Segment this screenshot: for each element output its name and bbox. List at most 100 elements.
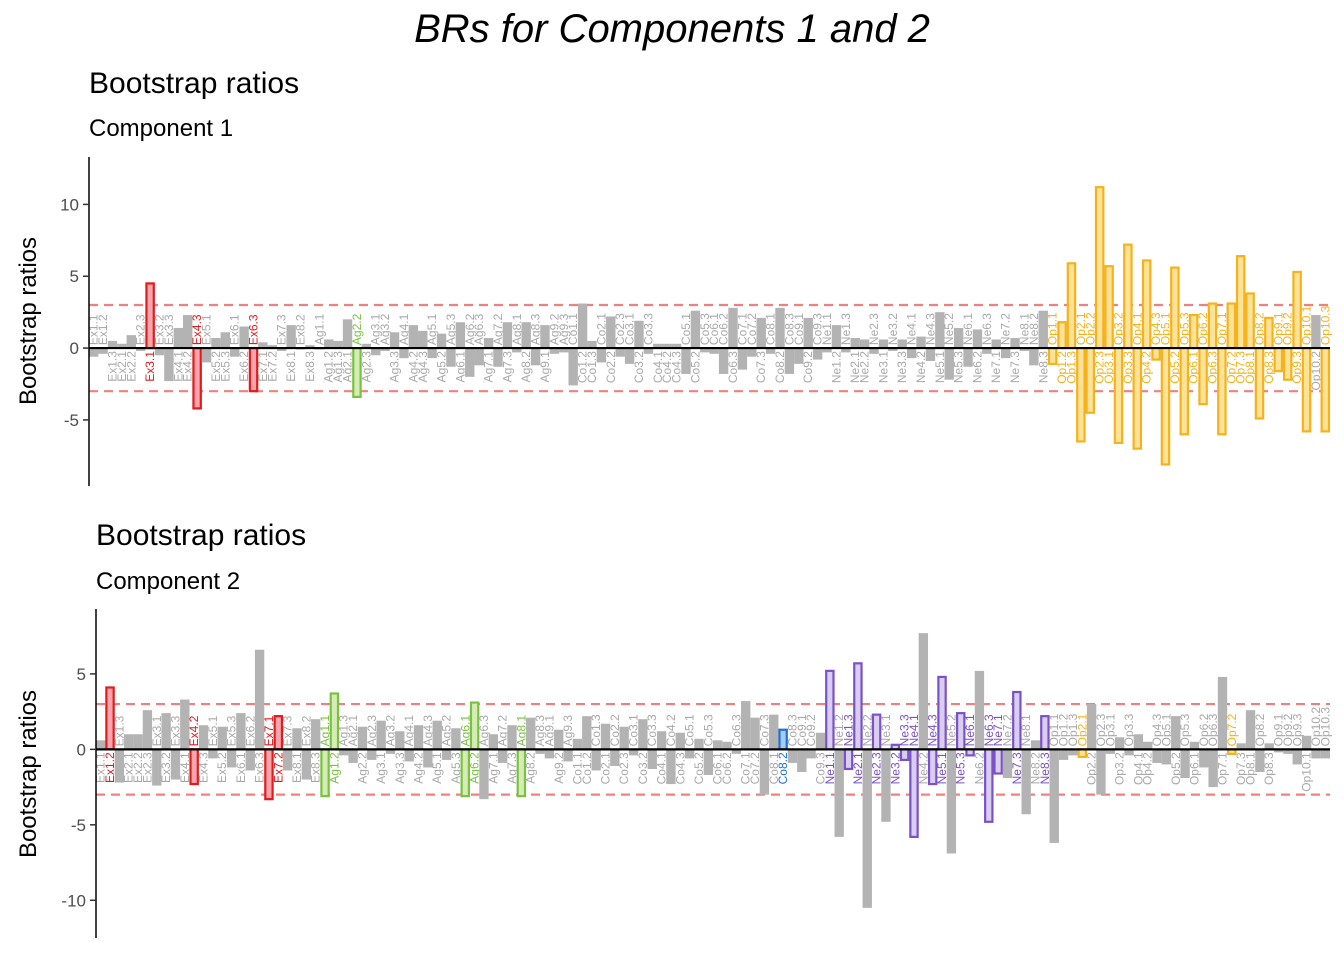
bar-ag4-1 bbox=[399, 348, 409, 359]
bar-co8-1 bbox=[769, 714, 779, 750]
bar-label: Ne7.2 bbox=[999, 313, 1013, 345]
bar-label: Op3.1 bbox=[1103, 713, 1117, 746]
bar-co1-3 bbox=[587, 340, 597, 349]
bar-ex8-1 bbox=[292, 728, 302, 750]
bar-ag8-1 bbox=[512, 348, 522, 353]
bar-co1-2 bbox=[582, 716, 592, 750]
bar-label: Co2.3 bbox=[617, 752, 631, 784]
bar-co7-2 bbox=[750, 717, 760, 750]
bar-label: Ag3.3 bbox=[388, 351, 402, 383]
bar-label: Ex2.1 bbox=[115, 351, 129, 382]
bar-co4-1 bbox=[656, 731, 667, 750]
bar-ag5-1 bbox=[432, 720, 442, 750]
bar-ne4-1 bbox=[906, 348, 917, 359]
bar-ne2-1 bbox=[850, 338, 860, 349]
bar-label: Ag2.2 bbox=[355, 752, 369, 784]
bar-ag2-3 bbox=[367, 749, 377, 760]
bar-label: Ex1.1 bbox=[87, 314, 101, 345]
bar-label: Co7.1 bbox=[739, 752, 753, 784]
bar-label: Co3.2 bbox=[632, 351, 646, 383]
bar-ex6-1 bbox=[236, 713, 246, 750]
bar-co2-3 bbox=[619, 726, 629, 750]
bar-label: Ne8.1 bbox=[1017, 313, 1031, 345]
bar-op8-1 bbox=[1245, 710, 1256, 750]
bar-label: Ag8.2 bbox=[519, 351, 533, 383]
bar-label: Ne4.2 bbox=[914, 351, 928, 383]
y-tick-label: -5 bbox=[71, 816, 86, 835]
bar-co8-3 bbox=[784, 348, 795, 374]
bar-co4-3 bbox=[675, 732, 685, 750]
bar-op8-2 bbox=[1255, 749, 1265, 772]
bar-ag7-3 bbox=[507, 725, 517, 750]
bar-label: Ag6.1 bbox=[453, 351, 467, 383]
bar-ag1-3 bbox=[339, 749, 349, 756]
bar-label: Op4.1 bbox=[1131, 752, 1145, 785]
bar-label: Op6.1 bbox=[1187, 351, 1201, 384]
bar-label: Ag1.1 bbox=[312, 313, 326, 345]
bar-label: Op7.3 bbox=[1234, 351, 1248, 384]
bar-co6-3 bbox=[728, 307, 738, 349]
bar-label: Op8.2 bbox=[1253, 713, 1267, 746]
bar-ex8-3 bbox=[305, 345, 315, 349]
bar-op1-2 bbox=[1057, 321, 1067, 350]
bar-ag9-1 bbox=[544, 749, 555, 759]
bar-op6-2 bbox=[1199, 749, 1209, 768]
bar-label: Ex8.2 bbox=[299, 715, 313, 746]
bar-label: Op10.2 bbox=[1309, 707, 1323, 747]
bar-ne5-2 bbox=[944, 348, 954, 380]
bar-label: Ex2.2 bbox=[131, 752, 145, 783]
bar-label: Op4.2 bbox=[1141, 752, 1155, 785]
bar-ne1-3 bbox=[841, 348, 851, 353]
bar-label: Op8.1 bbox=[1243, 351, 1257, 384]
bar-ex4-2 bbox=[183, 315, 193, 349]
bar-op9-3 bbox=[1292, 749, 1302, 765]
bar-ag6-3 bbox=[474, 348, 484, 366]
bar-ag9-3 bbox=[559, 348, 569, 353]
bar-label: Ex5.1 bbox=[200, 314, 214, 345]
bar-label: Ex5.3 bbox=[218, 351, 232, 382]
bar-label: Op2.3 bbox=[1093, 351, 1107, 384]
bar-op2-1 bbox=[1076, 346, 1086, 443]
bar-co3-1 bbox=[628, 749, 639, 756]
bar-label: Ex7.3 bbox=[281, 715, 295, 746]
bar-ag6-3 bbox=[479, 749, 489, 800]
bar-label: Ag8.1 bbox=[510, 313, 524, 345]
bar-label: Op8.2 bbox=[1252, 312, 1266, 345]
bar-co5-1 bbox=[684, 749, 695, 759]
bar-label: Ne8.1 bbox=[1019, 714, 1033, 746]
bar-ag1-3 bbox=[333, 340, 343, 349]
bar-label: Co3.3 bbox=[641, 313, 655, 345]
bar-ag5-1 bbox=[427, 348, 437, 359]
bar-label: Ex8.1 bbox=[284, 351, 298, 382]
bar-label: Ne5.2 bbox=[942, 313, 956, 345]
bar-ag6-1 bbox=[455, 322, 466, 349]
bar-label: Op5.2 bbox=[1168, 351, 1182, 384]
bar-label: Co9.2 bbox=[801, 351, 815, 383]
bar-label: Ag4.1 bbox=[402, 715, 416, 747]
bar-label: Co7.2 bbox=[748, 752, 762, 784]
bar-ne2-2 bbox=[859, 339, 870, 349]
bar-op9-1 bbox=[1273, 749, 1284, 753]
bar-label: Op1.3 bbox=[1064, 351, 1078, 384]
bar-label: Ne1.3 bbox=[842, 714, 856, 746]
bar-label: Ag5.2 bbox=[440, 715, 454, 747]
bar-label: Ne2.2 bbox=[860, 714, 874, 746]
bar-label: Op2.3 bbox=[1094, 713, 1108, 746]
bar-label: Ag2.1 bbox=[346, 715, 360, 747]
bar-label: Ex7.3 bbox=[275, 314, 289, 345]
bar-label: Ag2.2 bbox=[350, 313, 364, 345]
bar-ag7-3 bbox=[502, 322, 513, 349]
bar-label: Ag1.1 bbox=[318, 715, 332, 747]
bar-label: Ne7.1 bbox=[989, 351, 1003, 383]
bar-label: Ne3.2 bbox=[886, 313, 900, 345]
panel-2-title: Bootstrap ratios bbox=[96, 519, 306, 552]
bar-ag3-2 bbox=[385, 749, 396, 754]
bar-label: Op5.2 bbox=[1169, 752, 1183, 785]
bar-label: Ag3.1 bbox=[369, 313, 383, 345]
bar-ag9-1 bbox=[540, 325, 550, 349]
bar-label: Op2.2 bbox=[1085, 752, 1099, 785]
bar-label: Co9.3 bbox=[811, 313, 825, 345]
bar-ag5-3 bbox=[446, 348, 456, 367]
